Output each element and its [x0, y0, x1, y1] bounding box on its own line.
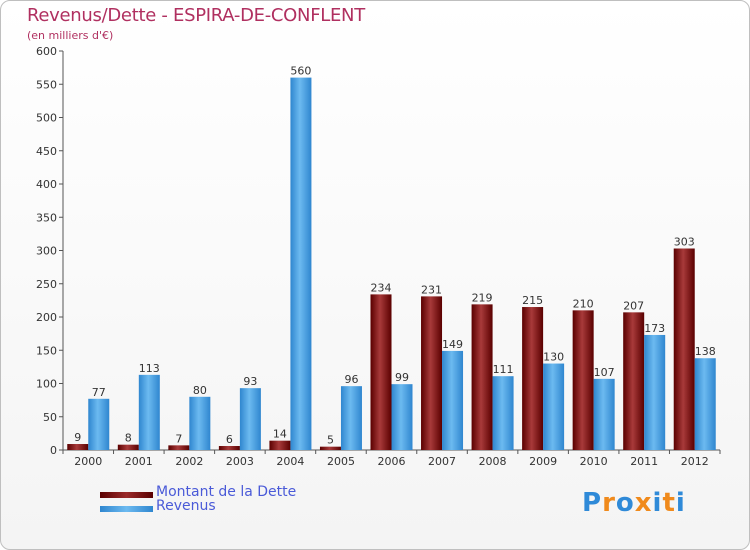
bar-dette — [522, 307, 544, 450]
x-tick-label: 2012 — [681, 455, 709, 468]
bar-dette — [168, 445, 190, 450]
logo-letter: i — [675, 488, 686, 518]
bar-dette — [269, 440, 291, 450]
bar-dette — [421, 296, 443, 450]
data-label-revenus: 80 — [193, 384, 207, 397]
y-tick-label: 350 — [36, 211, 57, 224]
logo-letter: x — [634, 488, 653, 518]
data-label-dette: 219 — [472, 291, 493, 304]
data-label-revenus: 149 — [442, 338, 463, 351]
bar-dette — [370, 294, 392, 450]
data-label-revenus: 173 — [644, 322, 665, 335]
x-tick-label: 2003 — [226, 455, 254, 468]
bar-revenus — [644, 334, 666, 450]
data-label-dette: 207 — [623, 299, 644, 312]
data-label-revenus: 77 — [92, 386, 106, 399]
logo-letter: P — [582, 488, 603, 518]
y-tick-label: 100 — [36, 378, 57, 391]
logo-letter: r — [602, 488, 616, 518]
data-label-dette: 234 — [371, 281, 392, 294]
bar-revenus — [492, 376, 514, 450]
data-label-dette: 5 — [327, 434, 334, 447]
bar-dette — [572, 310, 594, 450]
y-tick-label: 0 — [50, 444, 57, 457]
y-tick-label: 450 — [36, 145, 57, 158]
bar-revenus — [391, 384, 413, 450]
logo-letter: i — [652, 488, 663, 518]
data-label-dette: 8 — [125, 432, 132, 445]
data-label-dette: 6 — [226, 433, 233, 446]
data-label-dette: 9 — [74, 431, 81, 444]
chart-subtitle: (en milliers d'€) — [27, 29, 114, 42]
data-label-revenus: 96 — [344, 373, 358, 386]
data-label-dette: 215 — [522, 294, 543, 307]
data-label-revenus: 130 — [543, 351, 564, 364]
data-label-dette: 231 — [421, 283, 442, 296]
logo-letter: o — [615, 488, 635, 518]
bar-dette — [623, 312, 645, 450]
proxiti-logo: Proxiti — [582, 488, 686, 518]
data-label-revenus: 107 — [594, 366, 615, 379]
x-tick-label: 2001 — [125, 455, 153, 468]
data-label-dette: 7 — [175, 432, 182, 445]
data-label-revenus: 113 — [139, 362, 160, 375]
x-tick-label: 2009 — [529, 455, 557, 468]
x-tick-label: 2010 — [580, 455, 608, 468]
data-label-dette: 210 — [573, 297, 594, 310]
legend-label-debt: Montant de la Dette — [156, 484, 297, 500]
data-label-revenus: 93 — [243, 375, 257, 388]
bar-revenus — [694, 358, 716, 450]
x-tick-label: 2011 — [630, 455, 658, 468]
data-label-revenus: 99 — [395, 371, 409, 384]
bar-dette — [218, 446, 240, 450]
y-tick-label: 200 — [36, 311, 57, 324]
y-tick-label: 600 — [36, 45, 57, 58]
y-tick-label: 550 — [36, 78, 57, 91]
x-tick-label: 2002 — [175, 455, 203, 468]
bar-revenus — [138, 374, 160, 450]
bar-revenus — [593, 378, 615, 450]
data-label-revenus: 560 — [290, 65, 311, 78]
y-tick-label: 400 — [36, 178, 57, 191]
x-tick-label: 2008 — [479, 455, 507, 468]
y-tick-label: 300 — [36, 245, 57, 258]
chart-title: Revenus/Dette - ESPIRA-DE-CONFLENT — [27, 5, 365, 26]
x-tick-label: 2000 — [74, 455, 102, 468]
legend-label-revenus: Revenus — [156, 498, 216, 514]
data-label-dette: 303 — [674, 236, 695, 249]
bar-revenus — [189, 396, 211, 450]
x-tick-label: 2006 — [378, 455, 406, 468]
bar-dette — [117, 444, 139, 450]
bar-revenus — [290, 77, 312, 450]
legend-swatch-debt — [100, 492, 153, 498]
logo-letter: t — [662, 488, 676, 518]
y-tick-label: 250 — [36, 278, 57, 291]
y-tick-label: 50 — [43, 411, 57, 424]
bar-revenus — [88, 398, 110, 450]
y-tick-label: 500 — [36, 112, 57, 125]
bar-dette — [319, 446, 341, 450]
legend-swatch-revenus — [100, 506, 153, 512]
bar-revenus — [340, 386, 362, 450]
bar-revenus — [239, 388, 261, 450]
bar-dette — [471, 304, 493, 450]
data-label-dette: 14 — [273, 428, 287, 441]
bar-dette — [67, 444, 89, 450]
data-label-revenus: 111 — [493, 363, 514, 376]
data-label-revenus: 138 — [695, 345, 716, 358]
bar-revenus — [543, 363, 565, 450]
x-tick-label: 2007 — [428, 455, 456, 468]
x-tick-label: 2004 — [276, 455, 304, 468]
bar-dette — [673, 248, 695, 450]
x-tick-label: 2005 — [327, 455, 355, 468]
y-tick-label: 150 — [36, 344, 57, 357]
bar-revenus — [442, 350, 464, 450]
